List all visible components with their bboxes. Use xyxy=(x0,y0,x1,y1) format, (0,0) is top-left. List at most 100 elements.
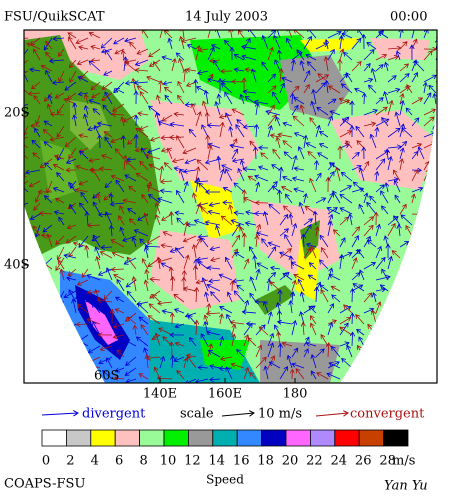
wind-arrow xyxy=(396,349,400,357)
wind-arrow xyxy=(52,346,64,350)
wind-arrow xyxy=(424,272,429,280)
wind-arrow xyxy=(83,358,88,368)
colorbar-swatch xyxy=(66,430,90,446)
wind-arrow xyxy=(436,121,449,126)
colorbar-swatch xyxy=(310,430,334,446)
wind-arrow xyxy=(45,302,52,309)
wind-arrow xyxy=(18,357,28,358)
colorbar-swatch xyxy=(188,430,212,446)
colorbar-tick-label: 16 xyxy=(233,454,250,469)
colorbar-swatch xyxy=(91,430,115,446)
wind-arrow xyxy=(388,328,397,335)
wind-arrow xyxy=(56,357,64,367)
colorbar-tick-label: 0 xyxy=(42,454,50,469)
wind-arrow xyxy=(412,257,424,258)
wind-arrow xyxy=(67,324,76,331)
wind-arrow xyxy=(429,184,436,192)
wind-arrow xyxy=(431,245,436,258)
wind-arrow xyxy=(412,347,419,357)
wind-arrow xyxy=(396,324,400,335)
wind-arrow xyxy=(436,225,450,226)
wind-arrow xyxy=(408,359,412,368)
lon-label: 160E xyxy=(208,387,242,402)
wind-arrow xyxy=(27,309,40,313)
colorbar-swatch xyxy=(237,430,261,446)
wind-arrow xyxy=(394,293,401,302)
wind-arrow xyxy=(364,93,365,104)
wind-arrow xyxy=(424,356,435,357)
wind-arrow xyxy=(400,373,408,379)
wind-arrow xyxy=(376,377,388,379)
colorbar-tick-label: 18 xyxy=(257,454,274,469)
colorbar-tick-label: 26 xyxy=(355,454,372,469)
wind-arrow xyxy=(71,335,77,344)
wind-arrow xyxy=(31,314,40,324)
wind-arrow xyxy=(435,125,437,137)
wind-arrow xyxy=(34,291,40,298)
colorbar-tick-label: 2 xyxy=(66,454,74,469)
wind-arrow xyxy=(412,246,422,247)
wind-arrow xyxy=(40,374,52,380)
footer-right: Yan Yu xyxy=(384,479,428,494)
colorbar-swatch xyxy=(335,430,359,446)
wind-arrow xyxy=(424,245,430,258)
colorbar-tick-label: 20 xyxy=(282,454,299,469)
wind-arrow xyxy=(292,370,293,380)
wind-arrow xyxy=(56,313,64,320)
wind-arrow xyxy=(434,314,436,324)
colorbar-tick-label: 10 xyxy=(160,454,177,469)
wind-arrow xyxy=(222,82,233,83)
wind-arrow xyxy=(424,224,428,236)
divergent-arrow xyxy=(42,413,78,415)
wind-arrow xyxy=(42,280,52,290)
wind-arrow xyxy=(380,334,388,346)
wind-arrow xyxy=(424,306,434,313)
wind-arrow xyxy=(44,302,52,313)
wind-arrow xyxy=(424,194,428,203)
colorbar-swatch xyxy=(42,430,66,446)
wind-arrow xyxy=(388,372,397,380)
legend-scale-value: 10 m/s xyxy=(258,407,302,422)
wind-arrow xyxy=(18,226,28,236)
wind-arrow xyxy=(436,148,450,150)
wind-arrow xyxy=(18,287,28,291)
wind-arrow xyxy=(44,363,52,368)
wind-arrow xyxy=(412,265,421,269)
wind-arrow xyxy=(70,371,76,379)
wind-arrow xyxy=(418,236,424,247)
legend-convergent: convergent xyxy=(350,407,425,422)
wind-arrow xyxy=(100,135,101,148)
wind-arrow xyxy=(27,335,40,338)
wind-arrow xyxy=(424,328,432,336)
wind-arrow xyxy=(405,337,412,346)
wind-arrow xyxy=(352,289,353,302)
colorbar-swatch xyxy=(286,430,310,446)
wind-arrow xyxy=(232,82,244,83)
colorbar-swatch xyxy=(384,430,408,446)
wind-arrow xyxy=(422,288,424,302)
wind-arrow xyxy=(432,299,436,313)
wind-arrow xyxy=(280,190,281,203)
colorbar-swatch xyxy=(164,430,188,446)
wind-arrow xyxy=(22,355,28,369)
wind-arrow xyxy=(31,275,40,280)
wind-arrow xyxy=(352,313,353,324)
wind-arrow xyxy=(13,214,28,215)
colorbar-tick-label: 8 xyxy=(139,454,147,469)
lat-label: 40S xyxy=(4,258,29,273)
wind-arrow xyxy=(31,357,40,365)
lat-label: 60S xyxy=(94,369,119,384)
wind-arrow xyxy=(37,346,40,354)
wind-arrow xyxy=(76,324,88,325)
wind-arrow xyxy=(436,64,448,71)
colorbar-tick-label: 6 xyxy=(115,454,123,469)
wind-arrow xyxy=(232,281,233,291)
lat-label: 20S xyxy=(4,106,29,121)
wind-arrow xyxy=(46,317,53,324)
wind-arrow xyxy=(43,291,52,302)
wind-arrow xyxy=(404,270,413,280)
lon-label: 180 xyxy=(283,387,308,402)
colorbar-tick-label: 12 xyxy=(184,454,201,469)
colorbar-tick-label: 24 xyxy=(331,454,348,469)
wind-arrow xyxy=(32,302,40,307)
